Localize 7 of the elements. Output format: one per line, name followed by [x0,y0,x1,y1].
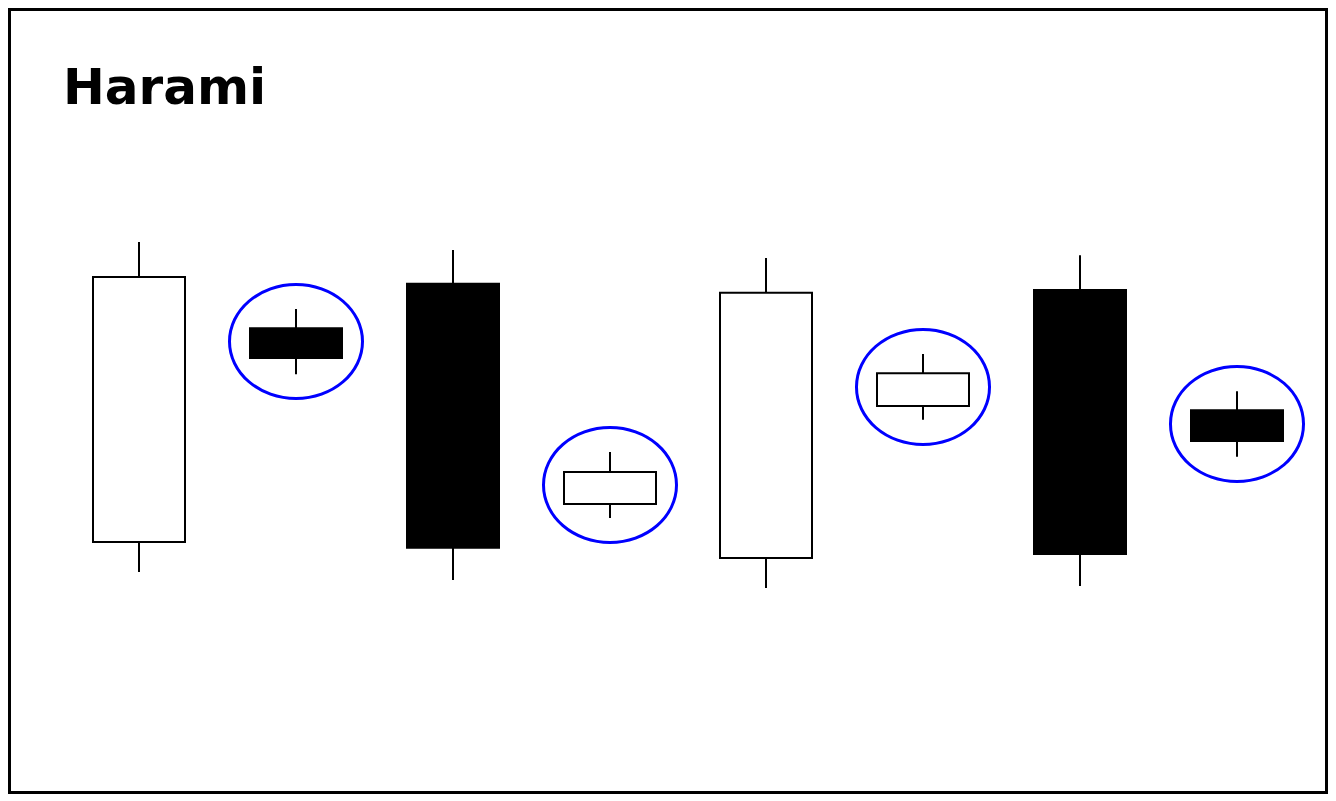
candlestick [249,308,343,376]
candlestick [406,248,500,582]
candlestick [563,451,657,520]
candlestick [1190,390,1284,458]
candlestick [876,353,970,421]
candlestick [1033,254,1127,587]
chart-title: Harami [63,57,267,117]
